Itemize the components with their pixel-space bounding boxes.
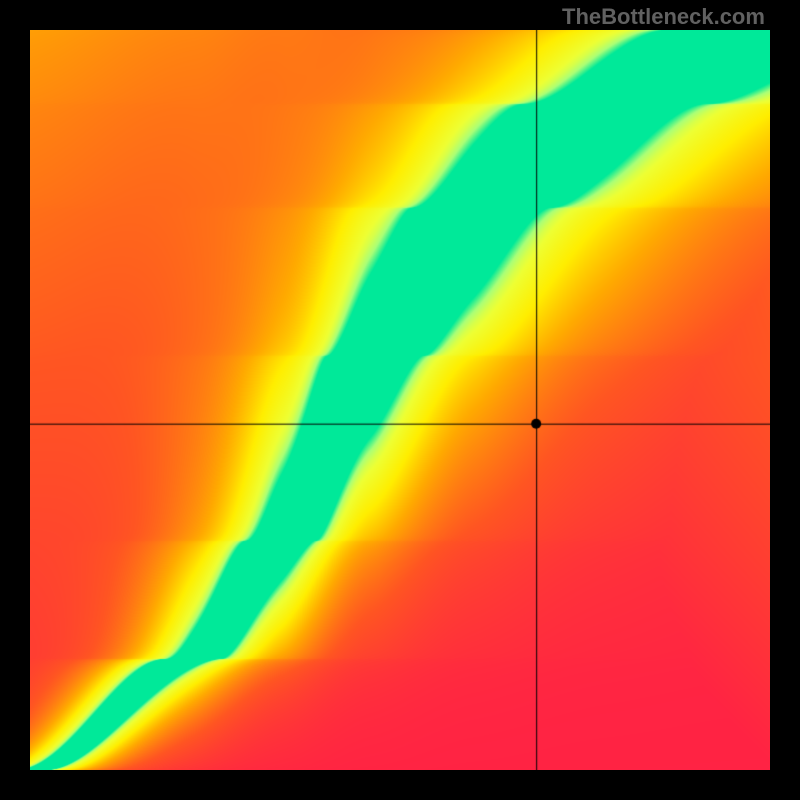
heatmap-container <box>30 30 770 775</box>
bottleneck-heatmap <box>30 30 770 770</box>
attribution-label: TheBottleneck.com <box>562 4 765 30</box>
